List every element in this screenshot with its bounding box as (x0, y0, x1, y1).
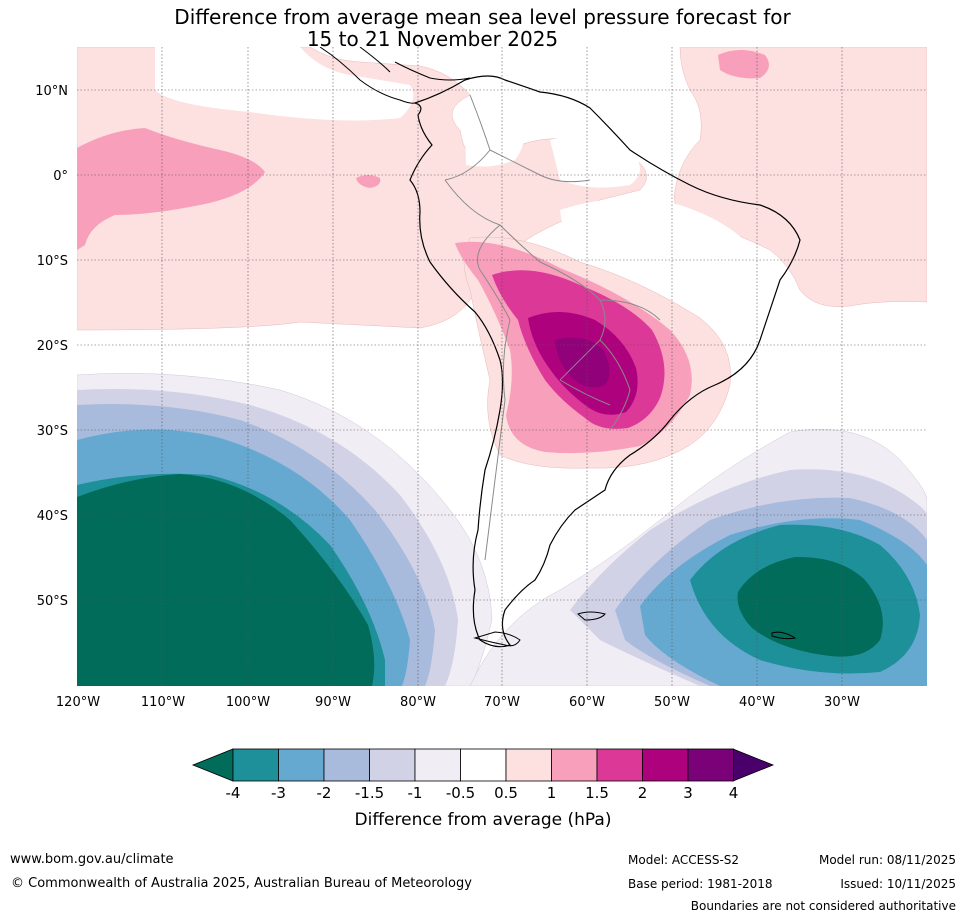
colorbar: -4 -3 -2 -1.5 -1 -0.5 0.5 1 1.5 2 3 4 Difference fr… (191, 748, 775, 830)
colorbar-segments (232, 748, 734, 782)
positive-anomaly-3 (555, 337, 610, 388)
neutral-patch-guianas (550, 136, 640, 188)
negative-anomaly-4-pacific (77, 474, 375, 686)
colorbar-segment (232, 748, 279, 782)
colorbar-segment (460, 748, 507, 782)
website-link[interactable]: www.bom.gov.au/climate (10, 852, 174, 867)
colorbar-over-arrow (732, 748, 775, 782)
colorbar-tick-label: 4 (729, 784, 739, 802)
graticule (77, 47, 927, 686)
lon-label: 60°W (569, 695, 605, 710)
colorbar-segment (323, 748, 370, 782)
colorbar-segment (551, 748, 598, 782)
lat-label: 0° (53, 169, 68, 184)
south-america-coastline (409, 75, 801, 648)
model-run-text: Model run: 08/11/2025 (818, 853, 956, 867)
colorbar-title: Difference from average (hPa) (355, 810, 612, 830)
neutral-patch-north-pacific (155, 47, 414, 121)
lon-label: 120°W (56, 695, 100, 710)
south-georgia (771, 631, 797, 640)
lat-label: 10°S (37, 254, 68, 269)
colorbar-tick-label: 3 (683, 784, 693, 802)
colorbar-segment (278, 748, 325, 782)
colorbar-tick-label: 0.5 (494, 784, 518, 802)
lat-label: 50°S (37, 594, 68, 609)
lat-label: 40°S (37, 509, 68, 524)
lon-label: 110°W (141, 695, 185, 710)
central-america-coastline (319, 47, 471, 104)
lon-label: 80°W (400, 695, 436, 710)
colorbar-tick-label: -0.5 (446, 784, 475, 802)
base-period-text: Base period: 1981-2018 (628, 877, 773, 891)
colorbar-tick-label: 2 (638, 784, 648, 802)
issued-text: Issued: 10/11/2025 (840, 877, 956, 891)
boundaries-disclaimer: Boundaries are not considered authoritat… (690, 899, 956, 913)
positive-anomaly-1-tropical-pacific (77, 128, 265, 250)
map-title-line-2: 15 to 21 November 2025 (306, 27, 559, 51)
tierra-del-fuego (473, 631, 521, 647)
positive-anomaly-1-north-atlantic (718, 50, 769, 79)
colorbar-tick-label: -1.5 (355, 784, 384, 802)
colorbar-under-arrow (191, 748, 234, 782)
negative-anomaly-4-atlantic (737, 556, 883, 657)
map-title-line-1: Difference from average mean sea level p… (174, 5, 791, 29)
copyright-text: © Commonwealth of Australia 2025, Austra… (11, 876, 472, 891)
neutral-patch-brazil (560, 198, 768, 338)
lon-label: 100°W (226, 695, 270, 710)
colorbar-segment (369, 748, 416, 782)
colorbar-tick-label: -1 (408, 784, 423, 802)
colorbar-tick-label: -3 (271, 784, 286, 802)
colorbar-tick-label: 1 (547, 784, 557, 802)
colorbar-tick-label: 1.5 (585, 784, 609, 802)
lat-label: 20°S (37, 339, 68, 354)
colorbar-segment (596, 748, 643, 782)
colorbar-segment (414, 748, 461, 782)
colorbar-tick-label: -2 (317, 784, 332, 802)
lon-label: 50°W (654, 695, 690, 710)
colorbar-ticks: -4 -3 -2 -1.5 -1 -0.5 0.5 1 1.5 2 3 4 (226, 784, 739, 802)
colorbar-segment (642, 748, 689, 782)
colorbar-segment (505, 748, 552, 782)
model-text: Model: ACCESS-S2 (628, 853, 740, 867)
colorbar-segment (687, 748, 734, 782)
colorbar-tick-label: -4 (226, 784, 241, 802)
lon-label: 70°W (484, 695, 520, 710)
lat-label: 10°N (35, 84, 68, 99)
falkland-islands (577, 611, 606, 621)
latitude-labels: 10°N 0° 10°S 20°S 30°S 40°S 50°S (35, 84, 68, 609)
longitude-labels: 120°W 110°W 100°W 90°W 80°W 70°W 60°W 50… (56, 695, 860, 710)
positive-anomaly-1-small-patch (356, 175, 381, 188)
lon-label: 90°W (315, 695, 351, 710)
neutral-patch-colombia (465, 116, 524, 167)
lon-label: 30°W (824, 695, 860, 710)
lon-label: 40°W (739, 695, 775, 710)
lat-label: 30°S (37, 424, 68, 439)
